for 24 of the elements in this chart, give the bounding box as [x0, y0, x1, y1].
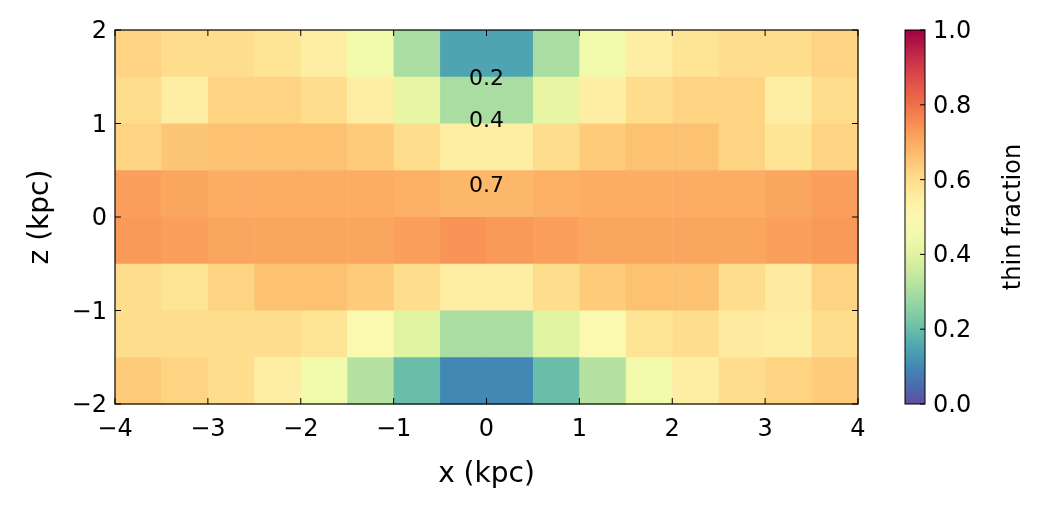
y-tick-label: −1: [71, 296, 107, 325]
color-bar-label: 0.8: [933, 90, 972, 119]
x-tick-label: 2: [664, 414, 680, 442]
x-tick-label: 1: [571, 414, 588, 442]
x-tick-label: 0: [478, 414, 495, 442]
x-tick-label: 4: [850, 414, 866, 442]
color-bar-label: 0.0: [933, 390, 972, 418]
color-bar-title: thin fraction: [998, 143, 1026, 291]
color-bar-label: 0.6: [933, 165, 972, 194]
annotation: 0.4: [469, 107, 504, 132]
color-bar-label: 1.0: [933, 16, 972, 44]
annotation: 0.2: [469, 65, 504, 90]
x-tick-label: −1: [375, 414, 412, 442]
y-tick-label: 1: [91, 109, 107, 138]
y-axis-title: z (kpc): [22, 169, 55, 265]
x-tick-label: 3: [757, 414, 773, 442]
annotation: 0.7: [469, 172, 504, 197]
color-bar-label: 0.4: [933, 240, 972, 269]
x-tick-label: −3: [190, 414, 226, 442]
y-tick-label: 2: [91, 16, 107, 44]
x-axis-title: x (kpc): [438, 456, 535, 489]
x-tick-label: −2: [283, 414, 319, 442]
color-bar-label: 0.2: [933, 315, 972, 344]
y-tick-label: 0: [91, 203, 107, 231]
